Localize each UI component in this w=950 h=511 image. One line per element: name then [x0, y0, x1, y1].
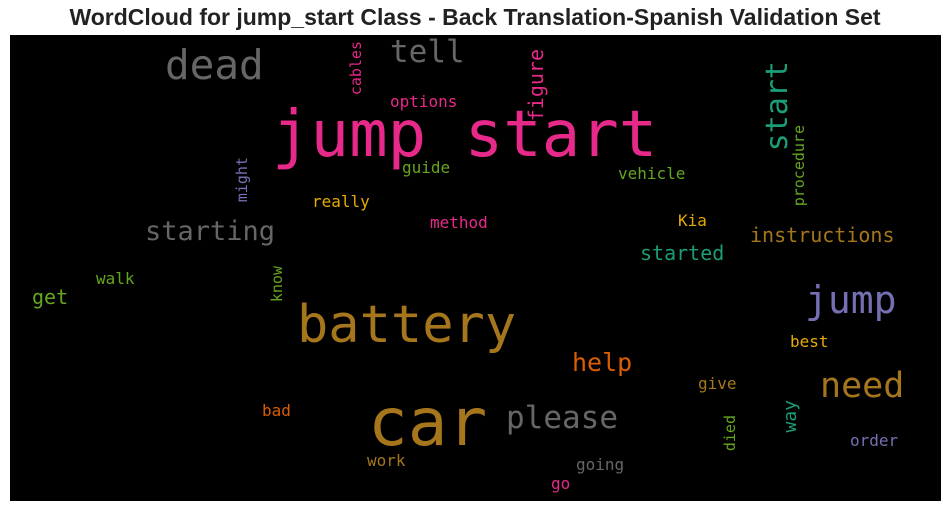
word-died: died [721, 415, 739, 452]
word-battery: battery [297, 295, 517, 355]
word-walk: walk [96, 269, 135, 288]
word-tell: tell [390, 35, 465, 70]
word-way: way [780, 400, 801, 433]
word-jump: jump [805, 278, 897, 322]
word-start: start [760, 61, 795, 152]
word-options: options [390, 92, 458, 111]
word-starting: starting [145, 216, 276, 247]
word-please: please [506, 400, 618, 436]
word-kia: Kia [678, 211, 707, 230]
word-going: going [576, 455, 625, 474]
word-really: really [312, 192, 370, 211]
word-work: work [367, 451, 406, 470]
word-guide: guide [402, 158, 451, 177]
word-might: might [233, 157, 251, 203]
word-order: order [850, 431, 899, 450]
word-procedure: procedure [790, 125, 808, 207]
word-vehicle: vehicle [618, 164, 686, 183]
chart-title: WordCloud for jump_start Class - Back Tr… [69, 4, 881, 30]
word-go: go [551, 474, 571, 493]
word-give: give [698, 374, 737, 393]
word-best: best [790, 332, 829, 351]
word-dead: dead [165, 41, 264, 89]
word-car: car [368, 384, 488, 461]
word-jump-start: jump start [272, 98, 658, 172]
word-instructions: instructions [750, 223, 895, 247]
word-cables: cables [347, 41, 365, 96]
word-bad: bad [262, 401, 291, 420]
word-method: method [430, 213, 488, 232]
word-started: started [640, 241, 725, 265]
wordcloud-canvas: jump start car battery dead jump need please te… [10, 35, 941, 501]
word-help: help [572, 348, 633, 377]
word-figure: figure [524, 49, 548, 122]
word-need: need [820, 366, 905, 406]
word-get: get [32, 285, 69, 309]
word-know: know [268, 266, 286, 303]
